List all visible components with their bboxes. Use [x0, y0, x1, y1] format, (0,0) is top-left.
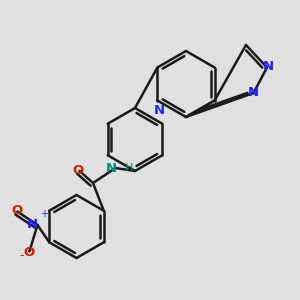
Text: N: N	[105, 161, 116, 175]
Text: N: N	[154, 104, 165, 118]
Text: O: O	[11, 204, 22, 217]
Text: N: N	[262, 60, 274, 73]
Text: O: O	[23, 245, 34, 259]
Text: O: O	[72, 164, 84, 177]
Text: -: -	[20, 249, 24, 262]
Text: +: +	[40, 209, 48, 219]
Text: H: H	[124, 163, 133, 173]
Text: N: N	[247, 85, 259, 99]
Text: N: N	[26, 218, 38, 231]
